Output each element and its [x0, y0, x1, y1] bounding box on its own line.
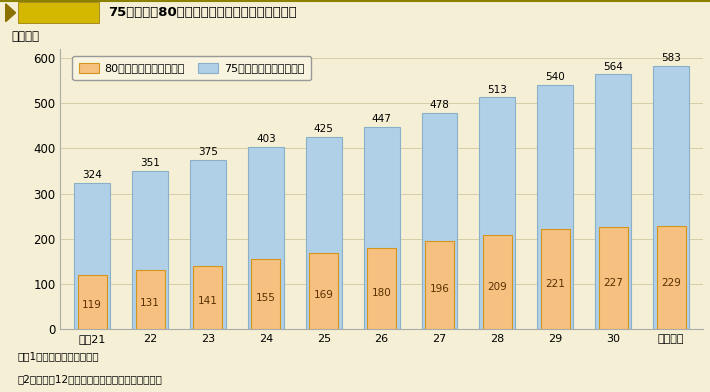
Bar: [653, 66, 689, 329]
Text: 425: 425: [314, 124, 334, 134]
Text: 478: 478: [430, 100, 449, 111]
Bar: [422, 113, 457, 329]
Text: 209: 209: [488, 282, 507, 292]
Bar: [194, 265, 222, 329]
Text: 564: 564: [604, 62, 623, 72]
Y-axis label: （万人）: （万人）: [11, 31, 39, 44]
FancyBboxPatch shape: [18, 2, 99, 24]
Text: 221: 221: [545, 279, 565, 289]
Bar: [425, 241, 454, 329]
Text: 227: 227: [604, 278, 623, 288]
Bar: [190, 160, 226, 329]
Text: 169: 169: [314, 290, 334, 300]
Bar: [306, 137, 342, 329]
Text: 583: 583: [661, 53, 681, 63]
Text: 540: 540: [545, 73, 565, 82]
Bar: [367, 248, 396, 329]
Text: 513: 513: [488, 85, 508, 94]
Bar: [132, 171, 168, 329]
Text: 131: 131: [140, 298, 160, 308]
Text: 119: 119: [82, 300, 102, 310]
Bar: [136, 270, 165, 329]
Text: 75歳以上・80歳以上の運転免許保有者数の推移: 75歳以上・80歳以上の運転免許保有者数の推移: [108, 6, 297, 19]
Text: 注、1　警察庁資料による。: 注、1 警察庁資料による。: [18, 351, 99, 361]
Text: 375: 375: [198, 147, 218, 157]
Text: 403: 403: [256, 134, 275, 144]
Text: 447: 447: [372, 114, 391, 125]
Text: 180: 180: [372, 288, 391, 298]
Text: 196: 196: [430, 285, 449, 294]
Bar: [599, 227, 628, 329]
Text: 141: 141: [198, 296, 218, 306]
Bar: [541, 229, 569, 329]
Text: 229: 229: [661, 278, 681, 288]
Text: 特集-第36図: 特集-第36図: [36, 7, 80, 17]
Text: 351: 351: [140, 158, 160, 168]
Bar: [537, 85, 573, 329]
Polygon shape: [6, 4, 16, 22]
Bar: [77, 276, 106, 329]
Bar: [248, 147, 284, 329]
Bar: [364, 127, 400, 329]
Bar: [251, 259, 280, 329]
Bar: [75, 183, 110, 329]
Bar: [479, 97, 515, 329]
Bar: [310, 253, 338, 329]
Bar: [595, 74, 631, 329]
Bar: [657, 226, 686, 329]
Text: 324: 324: [82, 170, 102, 180]
Legend: 80歳以上の免許保有者数, 75歳以上の免許保有者数: 80歳以上の免許保有者数, 75歳以上の免許保有者数: [72, 56, 311, 80]
Bar: [483, 235, 512, 329]
Text: 155: 155: [256, 293, 275, 303]
Text: 2　各年は12月末の運転免許保有者数である。: 2 各年は12月末の運転免許保有者数である。: [18, 374, 163, 384]
